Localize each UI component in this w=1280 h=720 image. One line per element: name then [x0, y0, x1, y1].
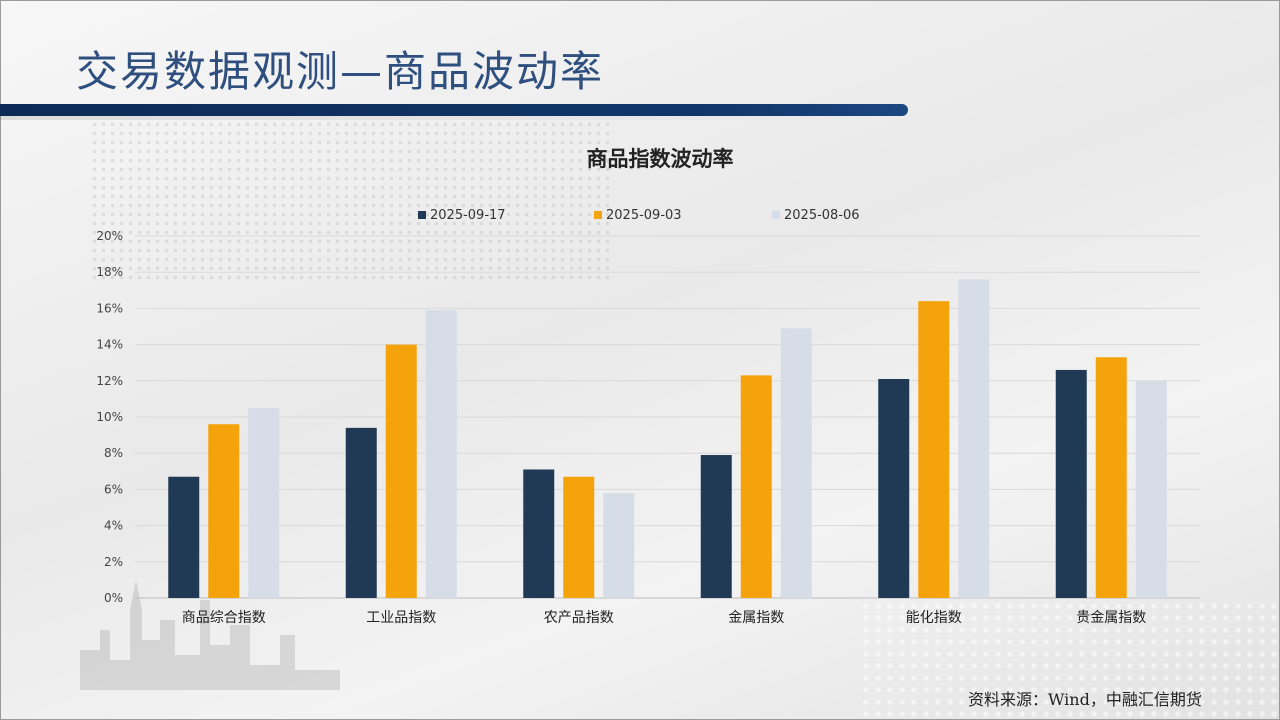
- world-map-dots-decoration: [90, 120, 610, 280]
- bar-1-series-2: [208, 424, 240, 598]
- y-tick-label: 2%: [104, 555, 123, 569]
- bar-1-series-1: [168, 476, 200, 598]
- chart-legend: 2025-09-17 2025-09-03 2025-08-06: [418, 208, 860, 223]
- x-tick-label: 贵金属指数: [1076, 610, 1146, 626]
- y-tick-label: 18%: [96, 265, 123, 279]
- bar-5-series-3: [958, 279, 990, 598]
- bar-5-series-2: [918, 301, 950, 598]
- legend-label-2: 2025-09-03: [606, 208, 682, 223]
- x-axis: 商品综合指数 工业品指数 农产品指数 金属指数 能化指数 贵金属指数: [182, 610, 1147, 626]
- bar-4-series-3: [780, 328, 812, 598]
- x-tick-label: 能化指数: [906, 610, 962, 626]
- chart-title: 商品指数波动率: [587, 147, 734, 171]
- header-bar-shadow: [0, 116, 900, 120]
- y-axis: 0% 2% 4% 6% 8% 10% 12% 14% 16% 18% 20%: [96, 229, 123, 605]
- bar-2-series-3: [425, 310, 457, 598]
- legend-swatch-1: [418, 211, 426, 219]
- bar-5-series-1: [878, 378, 910, 598]
- y-tick-label: 8%: [104, 446, 123, 460]
- bar-6-series-3: [1135, 380, 1167, 598]
- bar-2-series-2: [385, 344, 417, 598]
- page-title: 交易数据观测—商品波动率: [76, 47, 605, 96]
- y-tick-label: 12%: [96, 374, 123, 388]
- legend-label-3: 2025-08-06: [784, 208, 860, 223]
- bar-3-series-1: [523, 469, 555, 598]
- y-tick-label: 14%: [96, 338, 123, 352]
- bar-3-series-3: [603, 493, 635, 598]
- source-note: 资料来源：Wind，中融汇信期货: [968, 690, 1202, 709]
- y-tick-label: 20%: [96, 229, 123, 243]
- chart-gridlines: [135, 235, 1200, 599]
- chart-bars: [168, 279, 1167, 598]
- x-tick-label: 工业品指数: [366, 610, 436, 626]
- legend-swatch-2: [594, 211, 602, 219]
- bar-6-series-1: [1055, 369, 1087, 598]
- x-tick-label: 金属指数: [728, 610, 784, 626]
- bar-3-series-2: [563, 476, 595, 598]
- y-tick-label: 10%: [96, 410, 123, 424]
- bar-6-series-2: [1095, 357, 1127, 598]
- bar-4-series-1: [700, 455, 732, 598]
- y-tick-label: 16%: [96, 301, 123, 315]
- y-tick-label: 0%: [104, 591, 123, 605]
- legend-label-1: 2025-09-17: [430, 208, 506, 223]
- header-bar: [0, 104, 908, 116]
- x-tick-label: 农产品指数: [544, 610, 614, 626]
- bar-4-series-2: [740, 375, 772, 598]
- bar-2-series-1: [345, 427, 377, 598]
- x-tick-label: 商品综合指数: [182, 610, 266, 626]
- y-tick-label: 6%: [104, 482, 123, 496]
- y-tick-label: 4%: [104, 519, 123, 533]
- city-skyline-decoration: [80, 580, 340, 690]
- legend-swatch-3: [772, 211, 780, 219]
- bar-1-series-3: [248, 407, 280, 598]
- honeycomb-decoration: [860, 600, 1280, 720]
